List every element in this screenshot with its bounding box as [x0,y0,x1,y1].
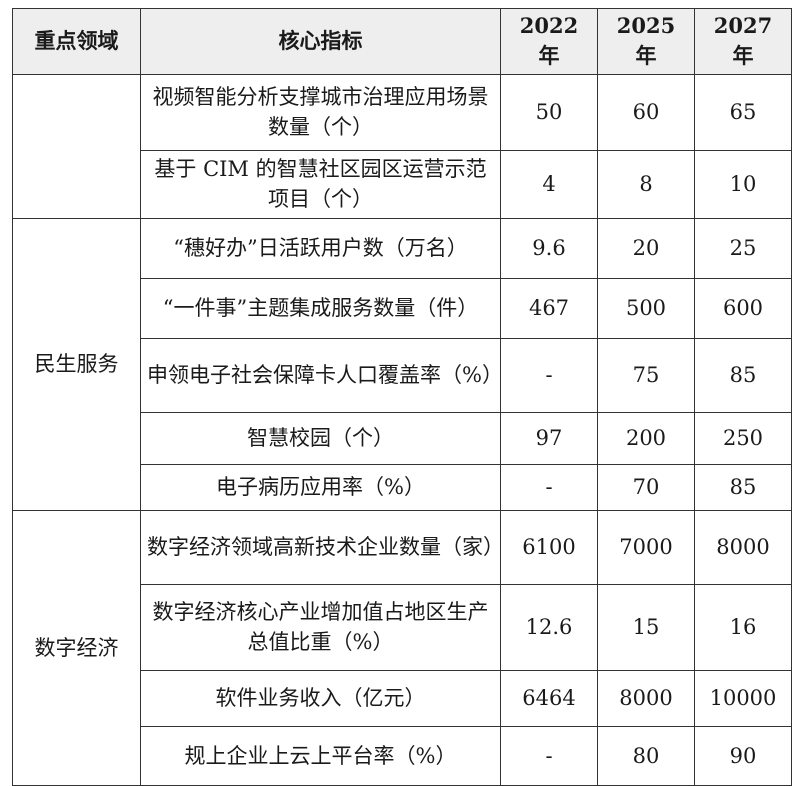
value-2027: 10 [694,149,792,219]
indicator-cell: “一件事”主题集成服务数量（件） [140,277,501,339]
indicator-cell: 软件业务收入（亿元） [140,669,501,727]
indicator-cell: 数字经济核心产业增加值占地区生产总值比重（%） [140,583,501,671]
table-row: 数字经济核心产业增加值占地区生产总值比重（%） 12.6 15 16 [13,583,792,671]
domain-cell-livelihood: 民生服务 [12,217,141,511]
value-2025: 80 [597,725,695,786]
value-2027: 25 [694,217,792,279]
value-2025: 8 [597,149,695,219]
indicator-cell: 规上企业上云上平台率（%） [140,725,501,786]
value-2027: 16 [694,583,792,671]
value-2027: 90 [694,725,792,786]
indicator-cell: 基于 CIM 的智慧社区园区运营示范项目（个） [140,149,501,219]
value-2022: 6100 [500,509,598,585]
header-year-2025: 2025 年 [597,8,695,75]
table-row: 软件业务收入（亿元） 6464 8000 10000 [13,669,792,727]
value-2022: 50 [500,73,598,151]
domain-cell-governance [12,73,141,219]
value-2022: - [500,463,598,511]
value-2025: 75 [597,337,695,413]
value-2022: 4 [500,149,598,219]
value-2022: 97 [500,411,598,465]
value-2025: 200 [597,411,695,465]
value-2025: 500 [597,277,695,339]
table-row: 基于 CIM 的智慧社区园区运营示范项目（个） 4 8 10 [13,149,792,219]
value-2022: - [500,337,598,413]
value-2022: 9.6 [500,217,598,279]
value-2022: 467 [500,277,598,339]
header-year-2027: 2027 年 [694,8,792,75]
header-indicator: 核心指标 [140,8,501,75]
indicator-table: 重点领域 核心指标 2022 年 2025 年 2027 年 视频智能分析支撑城… [12,8,792,786]
value-2027: 10000 [694,669,792,727]
value-2025: 7000 [597,509,695,585]
value-2027: 600 [694,277,792,339]
header-domain: 重点领域 [12,8,141,75]
value-2022: 12.6 [500,583,598,671]
value-2025: 8000 [597,669,695,727]
indicator-cell: 智慧校园（个） [140,411,501,465]
value-2027: 85 [694,463,792,511]
table-row: 民生服务 “穗好办”日活跃用户数（万名） 9.6 20 25 [12,217,792,511]
header-row: 重点领域 核心指标 2022 年 2025 年 2027 年 [12,8,792,75]
value-2027: 85 [694,337,792,413]
value-2022: 6464 [500,669,598,727]
value-2027: 8000 [694,509,792,585]
value-2025: 60 [597,73,695,151]
value-2027: 65 [694,73,792,151]
indicator-cell: “穗好办”日活跃用户数（万名） [140,217,501,279]
indicator-cell: 数字经济领域高新技术企业数量（家） [140,509,504,585]
table-row: 智慧校园（个） 97 200 250 [13,411,792,465]
value-2027: 250 [694,411,792,465]
indicator-cell: 电子病历应用率（%） [140,463,501,511]
indicator-cell: 申领电子社会保障卡人口覆盖率（%） [140,337,503,413]
indicator-cell: 视频智能分析支撑城市治理应用场景数量（个） [140,73,501,151]
table-row: 数字经济 数字经济领域高新技术企业数量（家） 6100 7000 8000 [12,509,792,786]
value-2025: 70 [597,463,695,511]
value-2025: 15 [597,583,695,671]
table-row: 申领电子社会保障卡人口覆盖率（%） - 75 85 [13,337,792,413]
domain-cell-digital-economy: 数字经济 [12,509,141,786]
table-row: 视频智能分析支撑城市治理应用场景数量（个） 50 60 65 [12,73,792,219]
header-year-2022: 2022 年 [500,8,598,75]
value-2025: 20 [597,217,695,279]
value-2022: - [500,725,598,786]
